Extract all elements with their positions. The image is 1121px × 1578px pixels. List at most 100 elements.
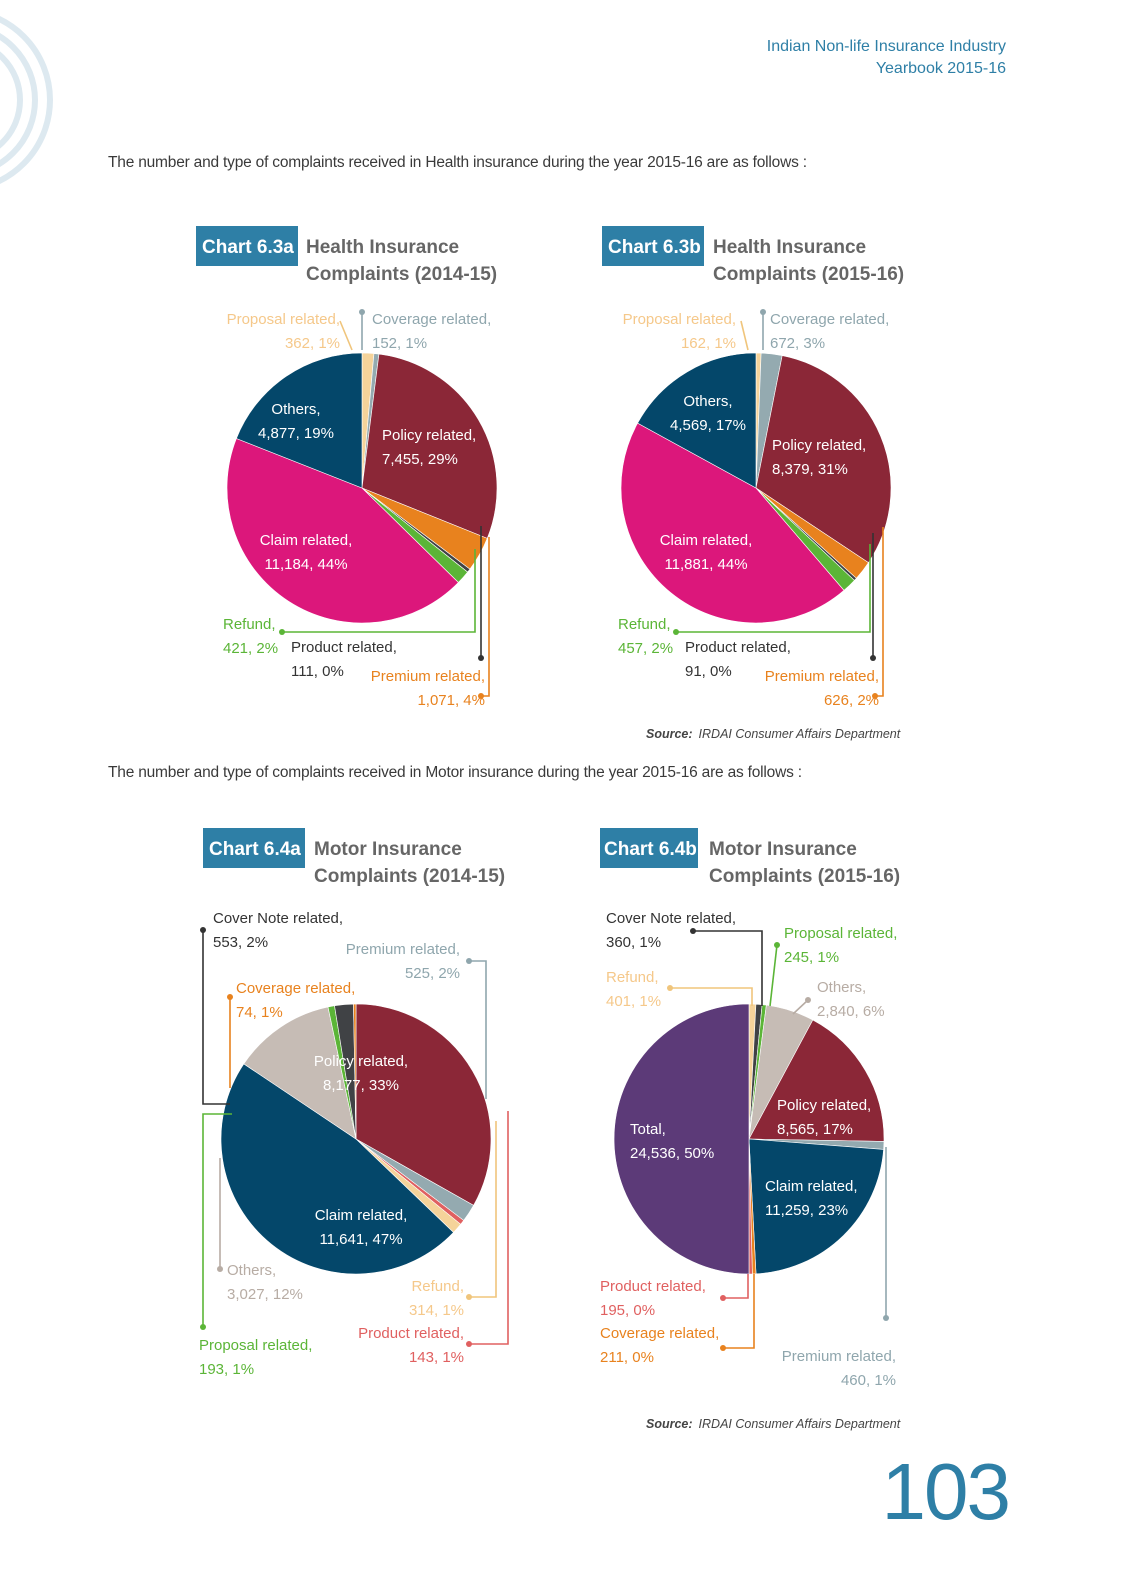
slice-label-value: 193, 1% (199, 1361, 254, 1378)
slice-label-value: 8,379, 31% (772, 461, 848, 478)
slice-label-name: Others, (817, 979, 866, 996)
motor-intro-text: The number and type of complaints receiv… (108, 764, 802, 781)
slice-label-value: 143, 1% (409, 1349, 464, 1366)
source-text: IRDAI Consumer Affairs Department (698, 727, 901, 741)
leader-line-cover-note-related (202, 930, 230, 1105)
slice-label-name: Refund, (606, 969, 659, 986)
source-text: IRDAI Consumer Affairs Department (698, 1417, 901, 1431)
slice-label-value: 11,881, 44% (664, 556, 747, 573)
slice-label-premium-related: Premium related, 525, 2% (346, 941, 460, 982)
slice-label-value: 672, 3% (770, 335, 825, 352)
pie-slice-policy-related (361, 353, 498, 539)
slice-label-coverage-related: Coverage related, 211, 0% (600, 1325, 719, 1366)
slice-label-value: 626, 2% (824, 692, 879, 709)
source-note-motor: Source: IRDAI Consumer Affairs Department (646, 1417, 900, 1431)
chart-tag: Chart 6.3b (608, 237, 701, 258)
slice-label-name: Claim related, (660, 532, 753, 549)
pie-slices (226, 352, 498, 624)
leader-dot-cover-note-related (690, 928, 696, 934)
leader-line-proposal-related (339, 320, 353, 351)
pie-slice-policy-related (355, 1003, 492, 1206)
leader-line-coverage-related (723, 1274, 755, 1349)
slice-label-name: Policy related, (314, 1053, 408, 1070)
slice-label-value: 360, 1% (606, 934, 661, 951)
leader-line-product-related (469, 1111, 509, 1345)
chart-tag-box (203, 828, 305, 868)
pie-slice-claim-related (620, 422, 845, 624)
slice-label-policy-related: Policy related, 7,455, 29% (382, 427, 476, 468)
slice-label-name: Proposal related, (784, 925, 897, 942)
leader-dot-others (805, 997, 811, 1003)
leader-line-refund (670, 987, 753, 1006)
slice-label-name: Premium related, (765, 668, 879, 685)
slice-label-value: 1,071, 4% (417, 692, 485, 709)
slice-label-coverage-related: Coverage related, 672, 3% (770, 311, 889, 352)
slice-label-refund: Refund, 314, 1% (409, 1278, 464, 1319)
slice-label-name: Proposal related, (623, 311, 736, 328)
chart-tag-box (602, 226, 704, 266)
pie-svg: Chart 6.3a Health Insurance Complaints (20… (196, 226, 498, 709)
pie-labels: Proposal related, 162, 1% Coverage related… (618, 309, 889, 709)
pie-labels: Refund, 401, 1% Cover Note related, 360, 1%… (600, 910, 897, 1389)
slice-label-value: 195, 0% (600, 1302, 655, 1319)
slice-label-proposal-related: Proposal related, 162, 1% (623, 311, 736, 352)
leader-line-refund (676, 544, 871, 633)
leader-dot-product-related (478, 655, 484, 661)
slice-label-name: Proposal related, (199, 1337, 312, 1354)
slice-label-value: 421, 2% (223, 640, 278, 657)
leader-dot-premium-related (872, 693, 878, 699)
source-note-health: Source: IRDAI Consumer Affairs Department (646, 727, 900, 741)
slice-label-name: Premium related, (346, 941, 460, 958)
pie-svg: Chart 6.3b Health Insurance Complaints (20… (602, 226, 904, 709)
leader-dot-product-related (720, 1295, 726, 1301)
leader-dot-product-related (466, 1341, 472, 1347)
chart-title-line: Complaints (2014-15) (314, 866, 505, 887)
chart-6-3a-health-2014-15: Chart 6.3a Health Insurance Complaints (20… (190, 226, 520, 726)
slice-label-claim-related: Claim related, 11,184, 44% (260, 532, 353, 573)
slice-label-value: 7,455, 29% (382, 451, 458, 468)
slice-label-others: Others, 2,840, 6% (817, 979, 885, 1020)
leader-dot-proposal-related (774, 942, 780, 948)
chart-tag-box (600, 828, 698, 868)
slice-label-proposal-related: Proposal related, 245, 1% (784, 925, 897, 966)
slice-label-name: Coverage related, (600, 1325, 719, 1342)
leader-dot-coverage-related (720, 1345, 726, 1351)
slice-label-others: Others, 4,877, 19% (258, 401, 334, 442)
slice-label-refund: Refund, 457, 2% (618, 616, 673, 657)
slice-label-proposal-related: Proposal related, 193, 1% (199, 1337, 312, 1378)
slice-label-value: 245, 1% (784, 949, 839, 966)
source-prefix: Source: (646, 1417, 693, 1431)
leader-dot-refund (279, 629, 285, 635)
leader-line-refund (282, 549, 476, 633)
slice-label-name: Total, (630, 1121, 666, 1138)
slice-label-value: 362, 1% (285, 335, 340, 352)
leader-dot-refund (667, 985, 673, 991)
pie-svg: Chart 6.4a Motor Insurance Complaints (201… (199, 828, 509, 1378)
leader-line-others (792, 999, 809, 1015)
page-number: 103 (881, 1447, 1011, 1536)
leader-dot-refund (466, 1294, 472, 1300)
slice-label-product-related: Product related, 195, 0% (600, 1278, 706, 1319)
slice-label-value: 11,641, 47% (319, 1231, 402, 1248)
chart-title-line: Health Insurance (713, 237, 866, 258)
slice-label-value: 111, 0% (291, 663, 344, 680)
slice-label-value: 401, 1% (606, 993, 661, 1010)
slice-label-name: Claim related, (260, 532, 353, 549)
slice-label-value: 525, 2% (405, 965, 460, 982)
slice-label-cover-note-related: Cover Note related, 553, 2% (213, 910, 343, 951)
slice-label-name: Claim related, (315, 1207, 408, 1224)
slice-label-value: 553, 2% (213, 934, 268, 951)
slice-label-name: Proposal related, (227, 311, 340, 328)
leader-dot-others (217, 1266, 223, 1272)
slice-label-value: 74, 1% (236, 1004, 283, 1021)
chart-tag: Chart 6.3a (202, 237, 294, 258)
pie-labels: Proposal related, 362, 1% Coverage related… (223, 309, 491, 709)
slice-label-name: Coverage related, (372, 311, 491, 328)
slice-label-product-related: Product related, 111, 0% (291, 639, 397, 680)
leader-dot-premium-related (883, 1315, 889, 1321)
leader-line-refund (469, 1121, 497, 1298)
chart-title-line: Health Insurance (306, 237, 459, 258)
pie-slice-claim-related (226, 438, 459, 624)
leader-dot-proposal-related (200, 1324, 206, 1330)
leader-line-proposal-related (202, 1113, 232, 1327)
